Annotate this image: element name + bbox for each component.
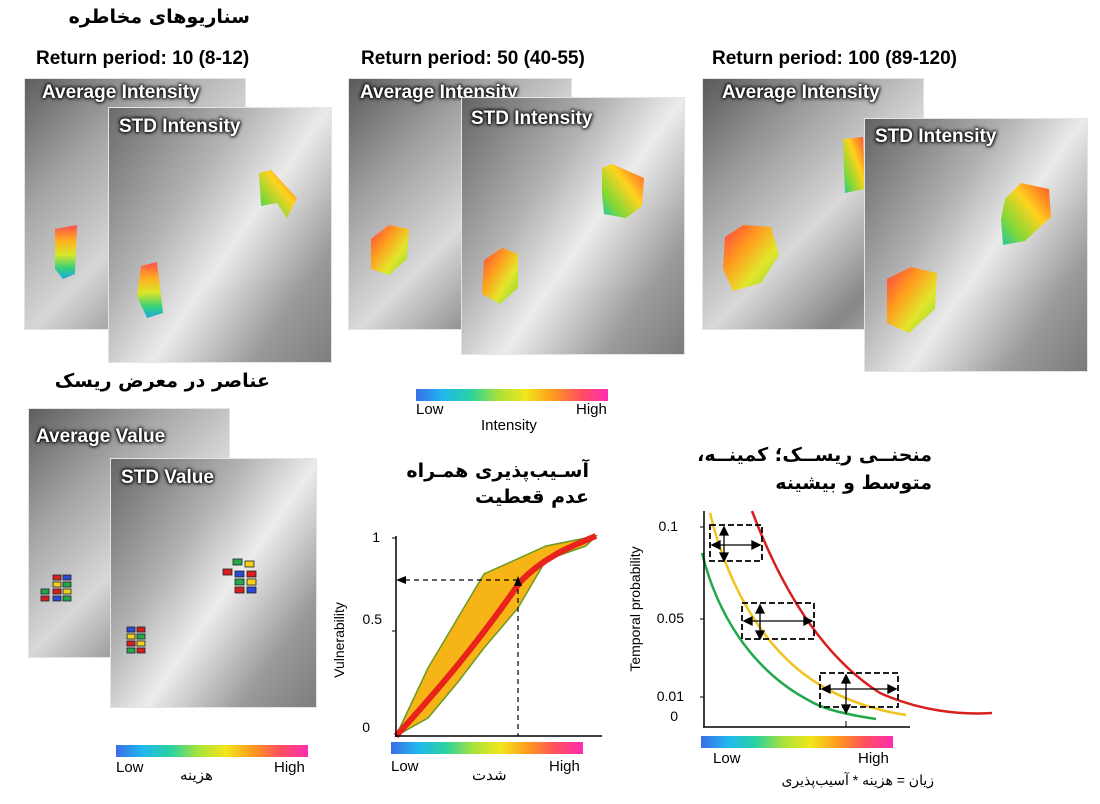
loss-high-label: High — [858, 750, 889, 767]
vuln-ytick-05: 0.5 — [363, 611, 383, 627]
std-intensity-map-10 — [108, 107, 332, 363]
risk-curve-heading: منحنــی ریســک؛ کمینــه، متوسط و بیشینه — [640, 441, 932, 497]
risk-ytick-0: 0 — [670, 708, 678, 724]
intensity-low-label: Low — [416, 401, 444, 418]
cost-low-label: Low — [116, 759, 144, 776]
std-intensity-label-50: STD Intensity — [471, 108, 593, 129]
risk-curve-heading-line1: منحنــی ریســک؛ کمینــه، — [697, 444, 932, 466]
uncertainty-box-high-prob — [709, 524, 763, 562]
max-risk-curve — [750, 510, 993, 715]
severity-title: شدت — [472, 767, 507, 784]
std-intensity-map-50 — [461, 97, 685, 355]
risk-ytick-01: 0.1 — [659, 518, 679, 534]
mean-risk-curve — [708, 512, 907, 717]
scenario-title-100: Return period: 100 (89-120) — [712, 48, 957, 69]
mean-vulnerability-curve — [393, 533, 598, 739]
loss-colorbar — [701, 736, 893, 748]
intensity-high-label: High — [576, 401, 607, 418]
vulnerability-heading: آسـیب‌پذیری همـراه عدم قعطیت — [406, 460, 589, 508]
intensity-colorbar — [416, 389, 608, 401]
severity-high-label: High — [549, 758, 580, 775]
scenario-title-50: Return period: 50 (40-55) — [361, 48, 585, 69]
uncertainty-band — [394, 534, 599, 738]
avg-intensity-label-10: Average Intensity — [42, 82, 200, 103]
std-value-label: STD Value — [121, 467, 214, 488]
vuln-ylabel: Vulnerability — [331, 602, 347, 678]
risk-ytick-005: 0.05 — [657, 610, 684, 626]
scenario-title-10: Return period: 10 (8-12) — [36, 48, 250, 69]
avg-intensity-label-100: Average Intensity — [722, 82, 880, 103]
intensity-title: Intensity — [481, 417, 537, 434]
hazard-heading: سناریوهای مخاطره — [68, 6, 250, 28]
cost-high-label: High — [274, 759, 305, 776]
uncertainty-box-mid-prob — [741, 602, 815, 640]
vuln-ytick-1: 1 — [372, 529, 380, 545]
cost-title: هزینه — [180, 767, 213, 784]
severity-low-label: Low — [391, 758, 419, 775]
risk-curve-chart: 0.1 0.05 0.01 0 Temporal probability — [627, 510, 993, 728]
exposure-heading: عناصر در معرض ریسک — [54, 370, 270, 392]
risk-ylabel: Temporal probability — [627, 546, 643, 671]
vulnerability-chart: 1 0.5 0 Vulnerability — [331, 529, 602, 739]
std-value-map — [110, 458, 317, 708]
severity-colorbar — [391, 742, 583, 754]
cost-colorbar — [116, 745, 308, 757]
min-risk-curve — [700, 552, 877, 721]
avg-value-label: Average Value — [36, 426, 166, 447]
std-intensity-label-100: STD Intensity — [875, 126, 997, 147]
vuln-ytick-0: 0 — [362, 719, 370, 735]
std-intensity-label-10: STD Intensity — [119, 116, 241, 137]
std-intensity-map-100 — [864, 118, 1088, 372]
loss-low-label: Low — [713, 750, 741, 767]
uncertainty-box-low-prob — [819, 672, 899, 708]
risk-ytick-001: 0.01 — [657, 688, 684, 704]
risk-curve-heading-line2: متوسط و بیشینه — [775, 472, 932, 494]
loss-title: زیان = هزینه * آسیب‌پذیری — [781, 772, 934, 788]
